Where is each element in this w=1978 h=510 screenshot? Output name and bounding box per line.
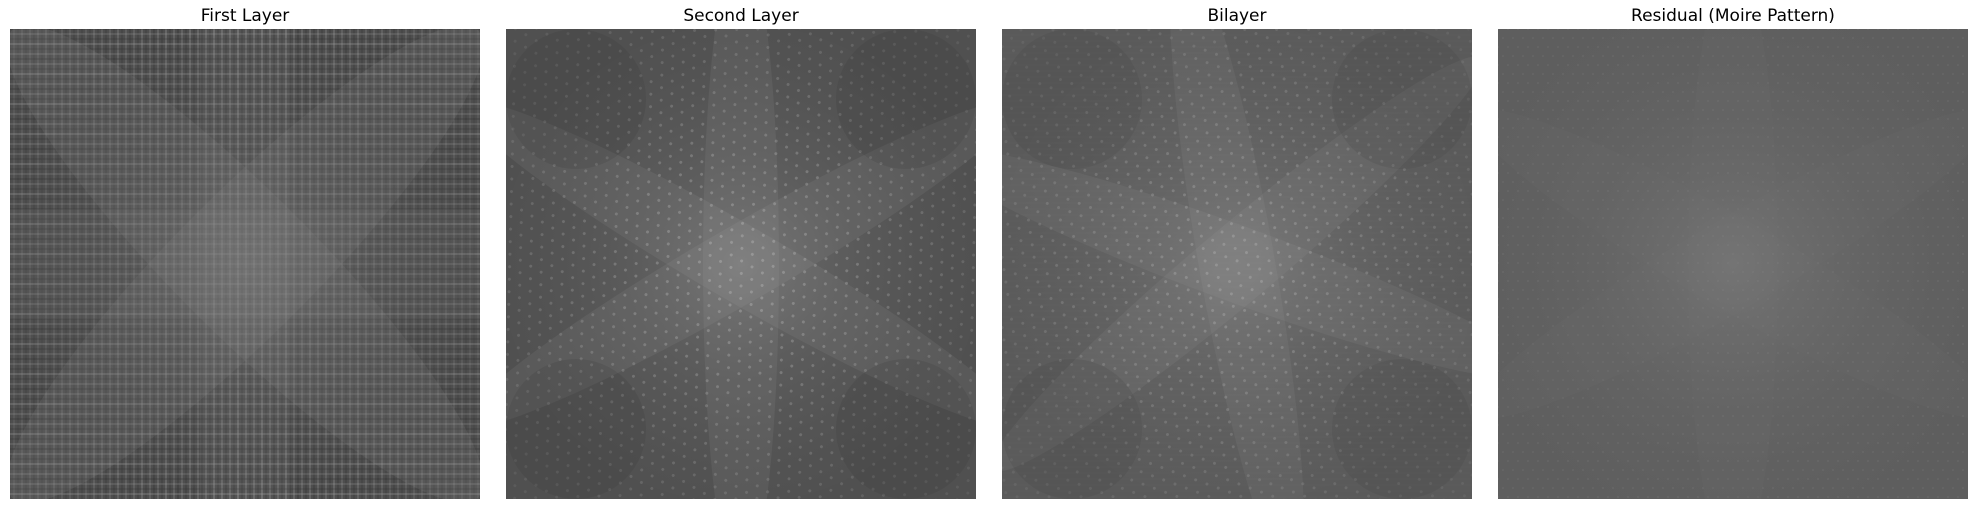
bilayer-image: [1002, 29, 1472, 499]
panel-title: Bilayer: [1207, 6, 1267, 26]
panel-second-layer: Second Layer: [506, 0, 976, 510]
residual-moire-image: [1498, 29, 1968, 499]
panel-residual-moire: Residual (Moire Pattern): [1498, 0, 1968, 510]
panel-title: Residual (Moire Pattern): [1631, 6, 1835, 26]
panel-title: First Layer: [200, 6, 290, 26]
panel-bilayer: Bilayer: [1002, 0, 1472, 510]
panel-first-layer: First Layer: [10, 0, 480, 510]
first-layer-image: [10, 29, 480, 499]
panel-title: Second Layer: [683, 6, 799, 26]
second-layer-image: [506, 29, 976, 499]
